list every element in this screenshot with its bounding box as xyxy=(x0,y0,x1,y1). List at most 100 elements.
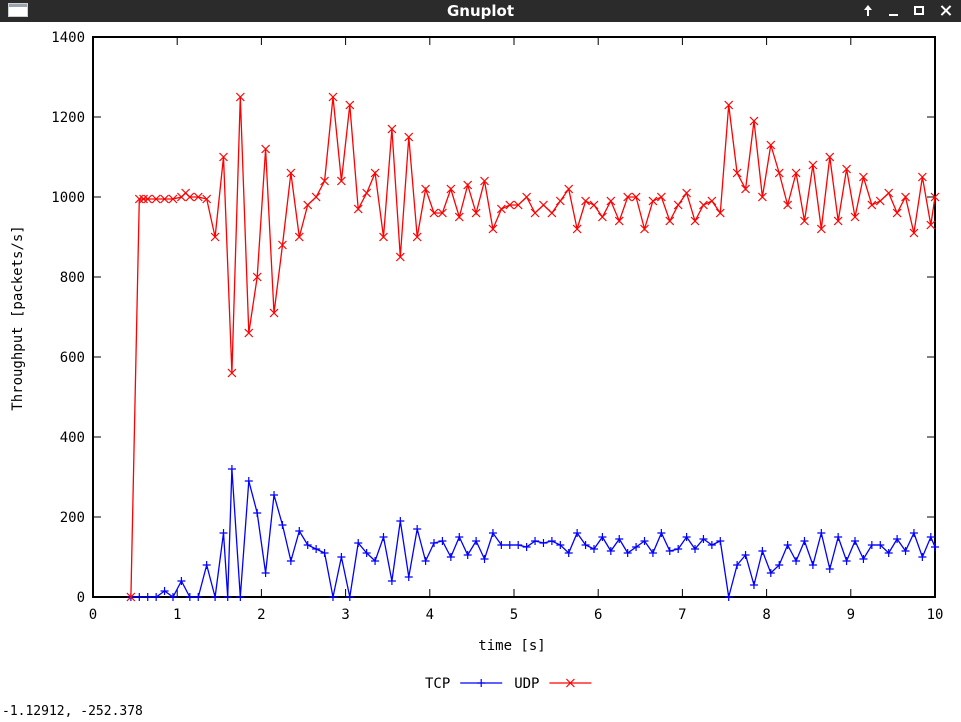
udp-point xyxy=(134,194,144,204)
udp-point xyxy=(219,152,228,162)
udp-point xyxy=(328,92,338,102)
tcp-point xyxy=(931,543,939,551)
udp-point xyxy=(522,192,532,202)
udp-point xyxy=(303,200,313,210)
x-tick-label: 0 xyxy=(89,607,97,623)
udp-point xyxy=(631,192,641,202)
tcp-point xyxy=(623,549,632,557)
tcp-point xyxy=(808,561,817,569)
y-tick-label: 400 xyxy=(60,430,85,446)
tcp-point xyxy=(825,565,834,573)
x-tick-label: 10 xyxy=(927,607,944,623)
plot-canvas[interactable]: 0 1 2 3 4 5 6 7 8 9 10 0 200 400 600 800 1000 1200 1400 ti… xyxy=(0,22,961,700)
tcp-point xyxy=(404,573,413,581)
throughput-chart[interactable]: 0 1 2 3 4 5 6 7 8 9 10 0 200 400 600 800 1000 1200 1400 ti… xyxy=(0,22,961,700)
udp-point xyxy=(160,194,169,204)
udp-point xyxy=(227,368,237,378)
udp-line xyxy=(130,96,936,598)
udp-point xyxy=(564,184,574,194)
tcp-point xyxy=(547,537,556,545)
tcp-point xyxy=(674,545,683,553)
tcp-point xyxy=(792,557,801,565)
up-arrow-icon[interactable] xyxy=(859,2,877,20)
tcp-point xyxy=(223,593,232,601)
x-tick-label: 5 xyxy=(510,607,518,623)
udp-point xyxy=(732,168,742,178)
axis-ticks: 0 1 2 3 4 5 6 7 8 9 10 0 200 400 600 800 1000 1200 1400 xyxy=(51,30,943,623)
udp-point xyxy=(185,192,195,202)
y-axis-label: Throughput [packets/s] xyxy=(10,225,26,410)
udp-point xyxy=(235,92,245,102)
udp-point xyxy=(454,212,464,222)
legend-marker-udp xyxy=(565,678,575,688)
y-tick-label: 0 xyxy=(77,590,85,606)
tcp-point xyxy=(143,593,152,601)
udp-point xyxy=(496,204,506,214)
x-tick-label: 9 xyxy=(847,607,855,623)
tcp-point xyxy=(194,593,203,601)
x-tick-label: 8 xyxy=(762,607,770,623)
tcp-point xyxy=(783,541,792,549)
tcp-point xyxy=(488,529,497,537)
x-tick-label: 4 xyxy=(426,607,434,623)
tcp-point xyxy=(893,535,902,543)
udp-point xyxy=(480,176,489,186)
udp-point xyxy=(446,184,456,194)
udp-point xyxy=(842,164,852,174)
udp-point xyxy=(749,116,759,126)
minimize-icon[interactable] xyxy=(885,2,903,20)
tcp-point xyxy=(320,549,329,557)
udp-point xyxy=(336,176,346,186)
tcp-point xyxy=(876,541,885,549)
maximize-icon[interactable] xyxy=(911,2,929,20)
legend-label-udp: UDP xyxy=(514,676,539,692)
legend: TCP UDP xyxy=(425,676,592,692)
tcp-point xyxy=(716,537,725,545)
tcp-point xyxy=(202,561,211,569)
tcp-point xyxy=(867,541,876,549)
udp-point xyxy=(699,200,708,210)
udp-point xyxy=(892,208,902,218)
tcp-point xyxy=(312,545,321,553)
close-icon[interactable] xyxy=(937,2,955,20)
tcp-point xyxy=(328,593,337,601)
udp-point xyxy=(581,196,590,206)
y-tick-label: 600 xyxy=(60,350,85,366)
udp-point xyxy=(143,194,153,204)
udp-point xyxy=(555,196,565,206)
y-tick-label: 800 xyxy=(60,270,85,286)
udp-point xyxy=(488,224,498,234)
tcp-point xyxy=(219,529,228,537)
udp-point xyxy=(875,196,885,206)
udp-point xyxy=(682,188,692,198)
udp-point xyxy=(530,208,540,218)
app-icon[interactable] xyxy=(8,3,28,17)
udp-point xyxy=(202,194,212,204)
cursor-coordinates: -1.12912, -252.378 xyxy=(2,703,143,719)
udp-point xyxy=(139,194,148,204)
tcp-point xyxy=(581,541,590,549)
udp-point xyxy=(463,180,473,190)
udp-point xyxy=(421,184,431,194)
series-udp xyxy=(126,92,940,602)
udp-point xyxy=(715,208,725,218)
udp-point xyxy=(513,200,523,210)
legend-label-tcp: TCP xyxy=(425,676,450,692)
udp-point xyxy=(210,232,220,242)
udp-point xyxy=(193,192,203,202)
udp-point xyxy=(648,196,658,206)
tcp-point xyxy=(539,539,548,547)
udp-point xyxy=(909,228,919,238)
tcp-point xyxy=(227,465,236,473)
udp-point xyxy=(825,152,835,162)
udp-point xyxy=(345,100,355,110)
udp-point xyxy=(126,592,136,602)
tcp-point xyxy=(901,547,910,555)
tcp-point xyxy=(236,593,245,601)
udp-point xyxy=(800,216,809,226)
tcp-point xyxy=(640,537,649,545)
udp-point xyxy=(387,124,397,134)
udp-point xyxy=(808,160,818,170)
tcp-point xyxy=(152,593,161,601)
tcp-point xyxy=(514,541,523,549)
